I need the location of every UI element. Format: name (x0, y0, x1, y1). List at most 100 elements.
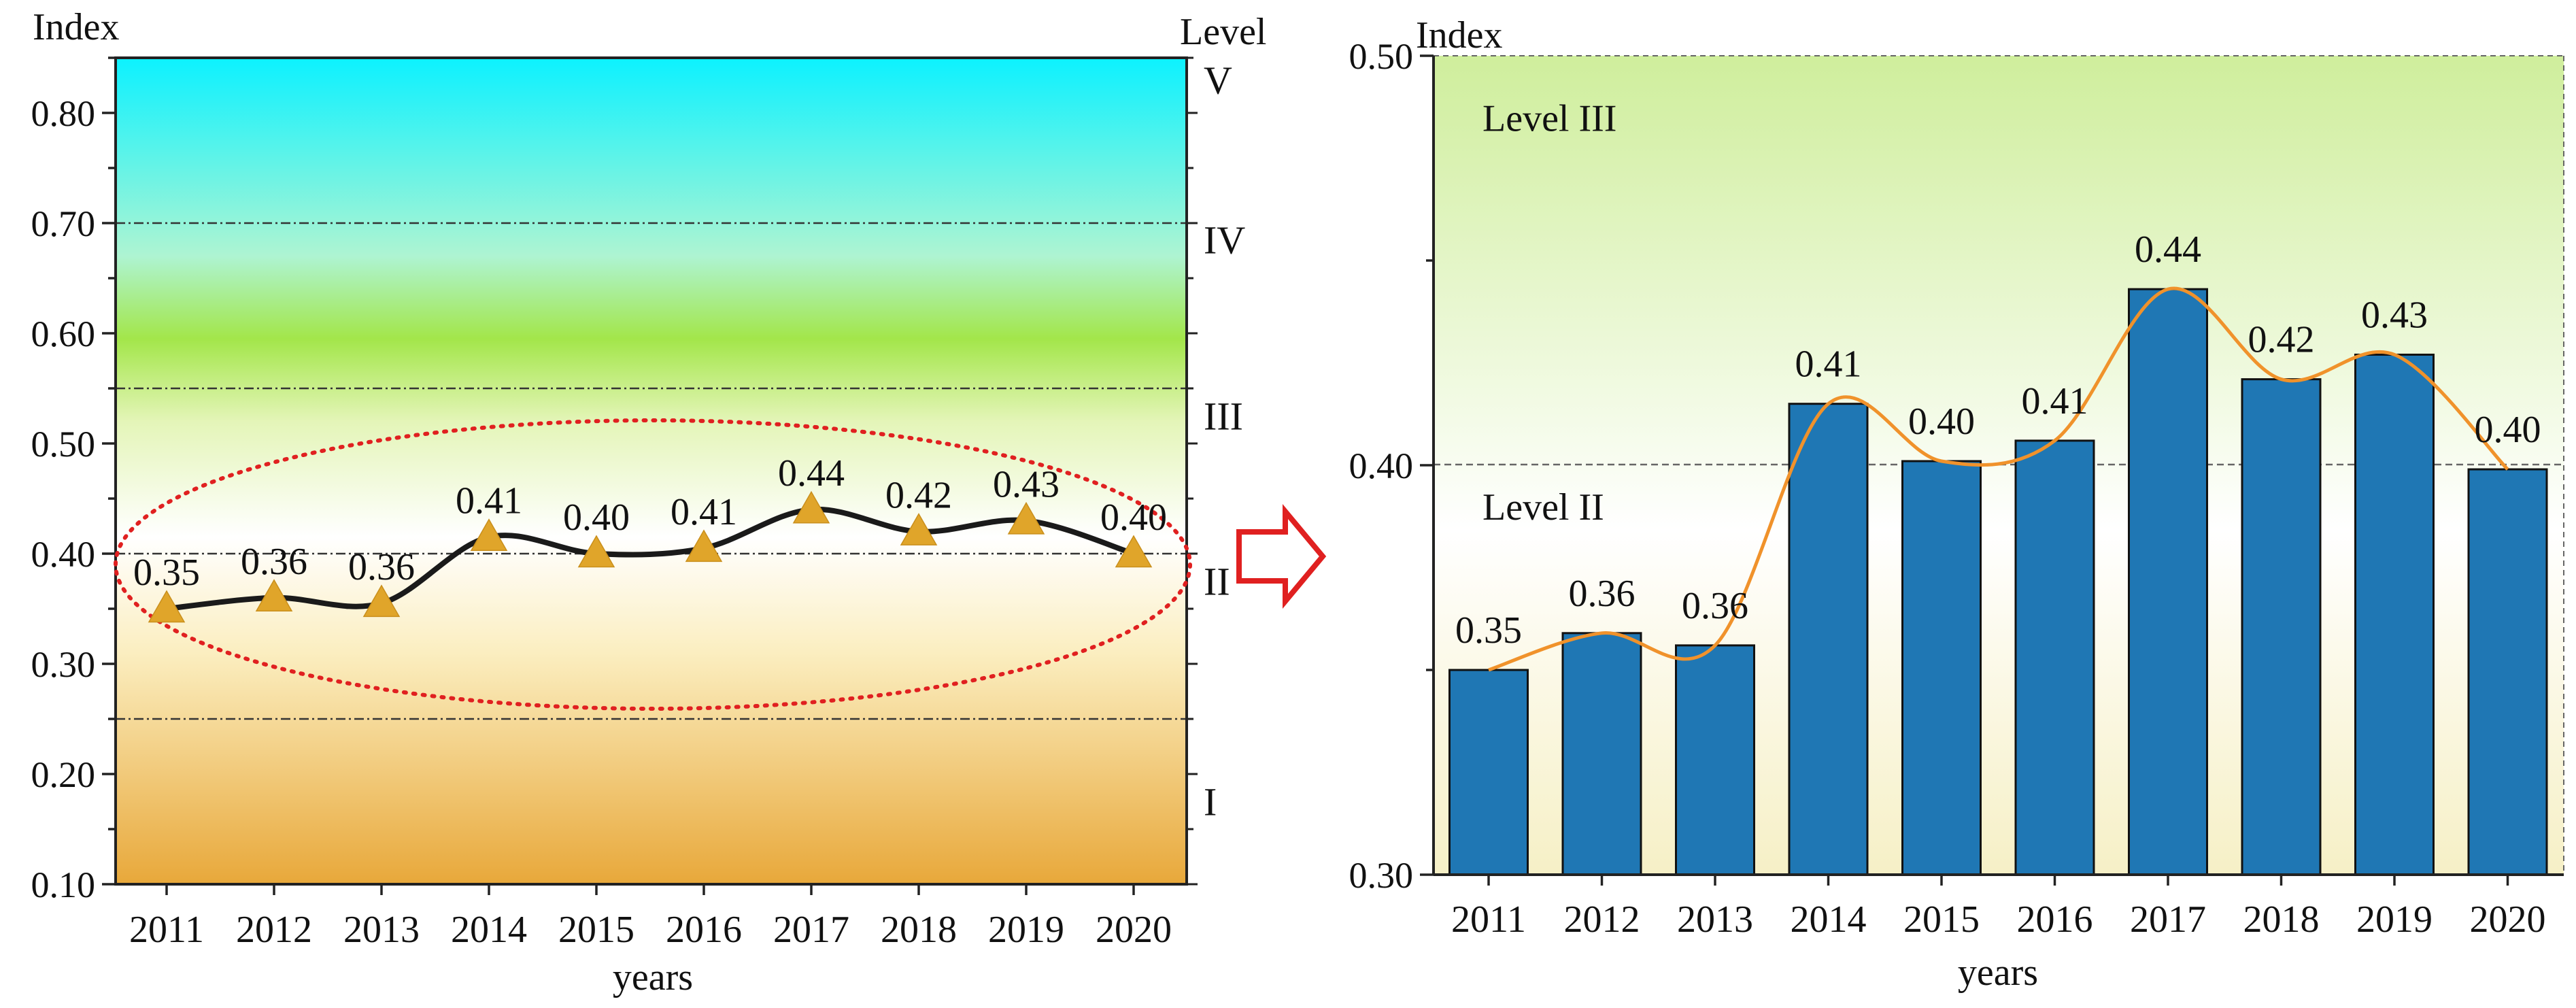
left-y-axis-title: Index (33, 6, 120, 48)
left-x-axis-title: years (613, 956, 693, 998)
right-bar (1788, 403, 1869, 876)
right-x-tick-label: 2017 (2130, 898, 2206, 941)
right-region-label: Level III (1482, 97, 1616, 139)
left-x-tick-label: 2015 (558, 909, 634, 951)
right-x-tick-label: 2015 (1903, 898, 1980, 941)
right-value-label: 0.36 (1569, 573, 1636, 615)
right-region-labels: Level III Level II (1482, 97, 1616, 528)
right-y-ticks: 0.30 0.40 0.50 (1349, 36, 1434, 896)
right-bar (2467, 468, 2548, 876)
left-value-labels: 0.35 0.36 0.36 0.41 0.40 0.41 0.44 0.42 0.43 0.40 (133, 452, 1167, 594)
left-value-label: 0.43 (993, 463, 1060, 505)
right-region-label: Level II (1482, 486, 1604, 528)
right-value-label: 0.40 (2475, 409, 2541, 451)
right-y-tick-label: 0.30 (1349, 855, 1414, 896)
right-x-ticks: 2011 2012 2013 2014 2015 2016 2017 2018 2019 2020 (1451, 875, 2546, 941)
left-value-label: 0.42 (885, 475, 952, 517)
right-bar (2241, 378, 2322, 876)
right-value-label: 0.42 (2248, 319, 2315, 361)
left-y-tick-label: 0.10 (31, 864, 96, 905)
left-value-label: 0.41 (456, 480, 522, 522)
left-value-label: 0.35 (133, 552, 200, 594)
left-y-tick-label: 0.80 (31, 93, 96, 134)
left-triangle-marker (1007, 501, 1045, 535)
left-x-tick-label: 2011 (129, 909, 204, 951)
left-triangle-marker (255, 579, 293, 612)
right-bars (1448, 288, 2548, 876)
level-label: V (1204, 58, 1232, 102)
right-bar (1675, 644, 1755, 876)
right-value-label: 0.43 (2361, 294, 2428, 336)
level-label: II (1204, 560, 1230, 604)
right-x-tick-label: 2020 (2470, 898, 2546, 941)
right-bar (2354, 353, 2435, 876)
right-smooth-line (1488, 286, 2509, 672)
right-value-label: 0.44 (2135, 229, 2201, 271)
left-triangle-marker (900, 513, 938, 545)
right-x-tick-label: 2012 (1564, 898, 1640, 941)
left-value-label: 0.40 (563, 497, 630, 539)
left-value-label: 0.41 (671, 491, 737, 533)
right-bar (2014, 439, 2095, 876)
left-x-tick-label: 2014 (451, 909, 527, 951)
right-bar (1901, 460, 1982, 876)
right-x-tick-label: 2018 (2243, 898, 2320, 941)
left-y-tick-label: 0.30 (31, 644, 96, 685)
right-bar (1448, 669, 1529, 876)
left-y-tick-label: 0.20 (31, 754, 96, 795)
left-x-tick-label: 2012 (236, 909, 312, 951)
left-y-tick-label: 0.70 (31, 203, 96, 244)
left-data-line (166, 506, 1135, 611)
level-label: III (1204, 394, 1243, 439)
right-y-tick-label: 0.50 (1349, 36, 1414, 77)
right-x-axis-title: years (1958, 952, 2038, 994)
left-triangle-marker (685, 529, 723, 562)
right-value-labels: 0.35 0.36 0.36 0.41 0.40 0.41 0.44 0.42 0.43 0.40 (1455, 229, 2541, 652)
left-triangle-marker (362, 584, 401, 618)
left-plot-area (116, 58, 1187, 884)
right-value-label: 0.41 (2022, 380, 2088, 422)
level-label: IV (1204, 218, 1245, 262)
left-triangle-marker (470, 518, 508, 551)
left-x-tick-label: 2017 (773, 909, 849, 951)
left-chart: 0.100.200.300.400.500.600.700.80 2011 201… (31, 6, 1267, 998)
left-x-tick-label: 2019 (988, 909, 1064, 951)
highlight-ellipse (114, 418, 1192, 711)
left-value-label: 0.44 (778, 452, 845, 494)
right-x-tick-label: 2011 (1451, 898, 1526, 941)
right-y-axis-title: Index (1416, 14, 1503, 56)
left-x-ticks: 2011 2012 2013 2014 2015 2016 2017 2018 2019 2020 (129, 884, 1172, 951)
left-triangle-marker (148, 590, 186, 623)
left-right-ticks (1187, 56, 1198, 886)
right-bar (2128, 288, 2208, 876)
left-y-ticks: 0.10 0.20 0.30 0.40 0.50 0.60 0.70 0.80 (31, 56, 116, 905)
left-y-tick-label: 0.60 (31, 314, 96, 354)
left-triangle-marker (792, 490, 830, 524)
right-value-label: 0.35 (1455, 609, 1522, 652)
left-x-tick-label: 2016 (666, 909, 742, 951)
left-value-label: 0.36 (241, 541, 307, 583)
left-plot-frame (114, 56, 1188, 886)
right-x-tick-label: 2013 (1677, 898, 1753, 941)
right-x-tick-label: 2014 (1791, 898, 1867, 941)
right-axis-title: Level (1180, 11, 1266, 53)
right-value-label: 0.41 (1795, 343, 1862, 386)
right-chart: 0.35 0.36 0.36 0.41 0.40 0.41 0.44 0.42 0.43 0.40… (1349, 14, 2564, 994)
right-value-label: 0.40 (1908, 401, 1975, 443)
left-value-label: 0.40 (1100, 497, 1167, 539)
transition-arrow-icon (1236, 503, 1327, 609)
right-y-tick-label: 0.40 (1349, 446, 1414, 486)
right-value-label: 0.36 (1682, 585, 1748, 627)
left-x-tick-label: 2018 (881, 909, 957, 951)
left-triangle-marker (1115, 535, 1153, 568)
left-value-label: 0.36 (348, 546, 415, 588)
right-x-tick-label: 2016 (2017, 898, 2093, 941)
left-y-tick-label: 0.40 (31, 534, 96, 575)
left-y-tick-label: 0.50 (31, 424, 96, 465)
level-label: I (1204, 780, 1217, 824)
left-x-tick-label: 2013 (343, 909, 420, 951)
left-x-tick-label: 2020 (1096, 909, 1172, 951)
left-triangle-marker (577, 535, 615, 568)
